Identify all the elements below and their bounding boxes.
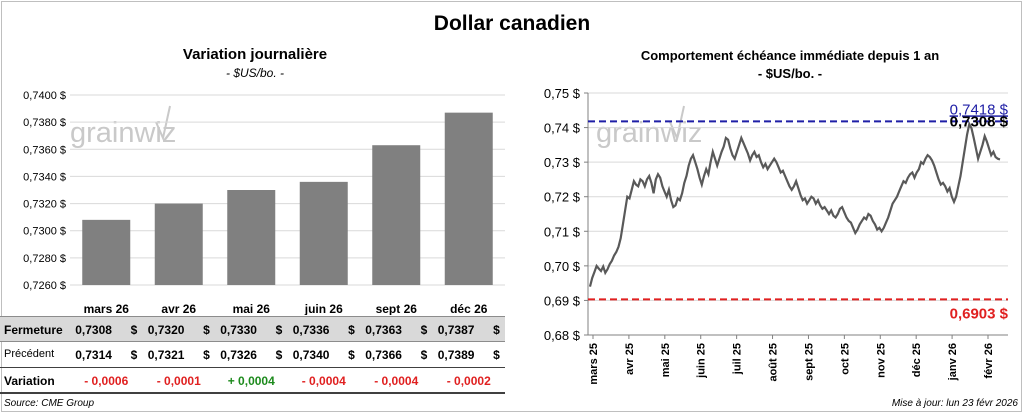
bar-x-tick-label: mars 26	[84, 302, 130, 315]
line-y-tick-label: 0,68 $	[544, 328, 581, 343]
bar-chart: grainwiz 0,7260 $0,7280 $0,7300 $0,7320 …	[23, 90, 505, 315]
line-x-tick-label: juin 25	[696, 343, 708, 379]
bar-y-tick-label: 0,7320 $	[23, 199, 66, 211]
row-label-close: Fermeture	[4, 323, 63, 337]
cell-value: 0,7366	[365, 348, 402, 362]
last-value-label: 0,7308 $	[950, 113, 1009, 130]
cell-value: 0,7336	[292, 323, 330, 337]
line-x-tick-label: nov 25	[875, 343, 887, 378]
cell-value: 0,7387	[437, 323, 475, 337]
bar-0	[82, 219, 131, 285]
bar-3	[299, 181, 348, 285]
bar-y-tick-label: 0,7260 $	[23, 280, 66, 292]
cell-value: 0,7314	[75, 348, 112, 362]
cell-unit: $	[420, 348, 428, 362]
line-y-tick-label: 0,70 $	[544, 259, 581, 274]
cell-unit: $	[493, 348, 500, 362]
cell-unit: $	[203, 323, 210, 337]
update-timestamp: Mise à jour: lun 23 févr 2026	[891, 398, 1018, 409]
cell-value: 0,7321	[147, 348, 185, 362]
bar-y-tick-label: 0,7380 $	[23, 117, 66, 129]
cell-value: 0,7389	[437, 348, 475, 362]
line-x-tick-label: août 25	[768, 343, 780, 382]
table-row-variation: Variation - 0,0006 - 0,0001 + 0,0004 - 0,00…	[0, 368, 505, 394]
cell-unit: $	[130, 323, 138, 337]
variation-cell: + 0,0004	[227, 374, 275, 388]
line-x-tick-label: janv 26	[947, 343, 959, 381]
cell-unit: $	[420, 323, 428, 337]
bar-2	[227, 190, 276, 285]
line-x-tick-label: déc 25	[911, 343, 923, 377]
variation-cell: - 0,0004	[374, 374, 419, 388]
line-x-tick-label: mai 25	[660, 343, 672, 377]
cell-unit: $	[493, 323, 500, 337]
line-y-tick-label: 0,71 $	[544, 224, 581, 239]
line-x-tick-label: févr 26	[983, 343, 995, 378]
line-chart-subtitle: - $US/bo. -	[757, 66, 823, 81]
watermark-check-icon	[155, 105, 171, 142]
bar-y-tick-label: 0,7400 $	[23, 90, 66, 102]
line-x-tick-label: avr 25	[624, 343, 636, 375]
bar-y-tick-label: 0,7300 $	[23, 226, 66, 238]
high-value-label: 0,7418 $	[950, 101, 1009, 118]
bar-y-tick-label: 0,7280 $	[23, 253, 66, 265]
line-y-tick-label: 0,75 $	[544, 86, 581, 101]
cell-unit: $	[348, 348, 355, 362]
source-note: Source: CME Group	[4, 398, 95, 409]
line-x-tick-label: juil 25	[732, 343, 744, 375]
line-x-tick-label: sept 25	[803, 343, 815, 381]
variation-cell: - 0,0001	[156, 374, 201, 388]
low-value-label: 0,6903 $	[950, 305, 1009, 322]
bar-chart-subtitle: - $US/bo. -	[225, 66, 285, 80]
line-x-tick-label: mars 25	[588, 343, 600, 385]
bar-chart-title: Variation journalière	[182, 46, 328, 63]
bar-x-tick-label: sept 26	[376, 302, 418, 315]
line-y-tick-label: 0,74 $	[544, 121, 581, 136]
cell-unit: $	[275, 348, 283, 362]
line-y-tick-label: 0,72 $	[544, 190, 581, 205]
bar-y-tick-label: 0,7360 $	[23, 144, 66, 156]
cell-value: 0,7340	[292, 348, 330, 362]
cell-unit: $	[130, 348, 138, 362]
cell-value: 0,7363	[365, 323, 402, 337]
bar-x-tick-label: avr 26	[161, 302, 196, 315]
line-y-tick-label: 0,73 $	[544, 155, 581, 170]
cell-unit: $	[275, 323, 283, 337]
row-label-previous: Précédent	[4, 348, 55, 360]
bar-y-tick-label: 0,7340 $	[23, 171, 66, 183]
bar-4	[372, 145, 421, 285]
bar-x-tick-label: juin 26	[304, 302, 343, 315]
variation-cell: - 0,0002	[446, 374, 491, 388]
cell-value: 0,7320	[147, 323, 185, 337]
bar-5	[444, 112, 493, 286]
line-y-tick-label: 0,69 $	[544, 293, 581, 308]
cell-value: 0,7326	[220, 348, 257, 362]
line-chart-title: Comportement échéance immédiate depuis 1…	[640, 48, 940, 63]
line-x-tick-label: oct 25	[839, 343, 851, 375]
table-row-previous: Précédent 0,7314 $0,7321 $0,7326 $0,7340 $0,…	[0, 342, 505, 368]
bar-x-tick-label: mai 26	[233, 302, 271, 315]
cell-value: 0,7330	[220, 323, 257, 337]
price-series-line	[588, 120, 1001, 287]
cell-unit: $	[203, 348, 210, 362]
cell-unit: $	[348, 323, 355, 337]
bar-1	[154, 203, 203, 285]
page-title: Dollar canadien	[433, 12, 591, 35]
cell-value: 0,7308	[75, 323, 112, 337]
variation-cell: - 0,0006	[84, 374, 129, 388]
variation-cell: - 0,0004	[301, 374, 346, 388]
table-row-close: Fermeture 0,7308 $0,7320 $0,7330 $0,7336 $0,…	[0, 316, 505, 342]
bar-x-tick-label: déc 26	[450, 302, 488, 315]
row-label-variation: Variation	[4, 374, 55, 388]
